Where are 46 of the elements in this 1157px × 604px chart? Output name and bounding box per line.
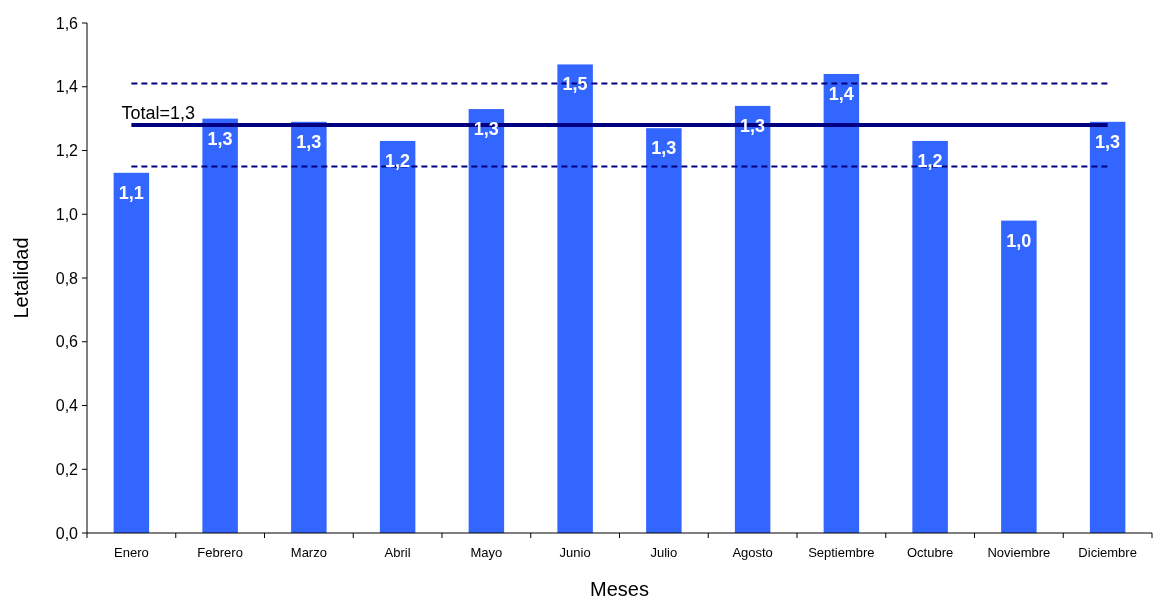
data-label: 1,3	[1095, 131, 1121, 152]
x-tick-label: Agosto	[732, 545, 773, 560]
x-tick-label: Noviembre	[987, 545, 1051, 560]
x-tick-label: Mayo	[470, 545, 503, 560]
data-label: 1,3	[207, 128, 233, 149]
y-tick-label: 1,6	[55, 14, 79, 32]
bar	[291, 121, 327, 533]
x-axis-title: Meses	[590, 578, 649, 600]
ref-line-label: Total=1,3	[121, 103, 195, 123]
y-tick-label: 0,2	[55, 460, 79, 478]
y-tick-label: 0,6	[55, 333, 79, 351]
data-label: 1,0	[1006, 230, 1032, 251]
y-tick-label: 1,0	[55, 205, 79, 223]
data-label: 1,4	[828, 84, 854, 104]
y-tick-label: 0,4	[55, 397, 79, 415]
x-tick-label: Septiembre	[808, 545, 875, 560]
bar	[113, 172, 150, 533]
data-label: 1,3	[296, 131, 322, 152]
bar	[379, 140, 416, 533]
bar	[202, 118, 238, 533]
y-tick-label: 1,4	[55, 78, 79, 96]
data-label: 1,5	[562, 74, 588, 95]
bar	[1089, 121, 1126, 533]
x-tick-label: Octubre	[907, 545, 954, 560]
bar	[823, 74, 860, 533]
x-tick-label: Febrero	[197, 545, 243, 560]
x-tick-label: Marzo	[290, 545, 327, 560]
y-axis-title: Letalidad	[10, 237, 32, 319]
bar	[734, 105, 771, 533]
data-label: 1,3	[651, 138, 677, 159]
x-tick-label: Junio	[559, 545, 591, 560]
data-label: 1,1	[118, 182, 144, 203]
y-tick-label: 0,8	[55, 269, 79, 287]
y-tick-label: 0,0	[55, 524, 79, 542]
bar	[468, 109, 505, 533]
bar	[646, 128, 682, 533]
x-tick-label: Diciembre	[1078, 545, 1137, 560]
bar	[1001, 220, 1037, 533]
x-tick-label: Julio	[650, 545, 678, 560]
data-label: 1,2	[385, 150, 411, 171]
x-tick-label: Abril	[384, 545, 411, 560]
data-label: 1,2	[917, 150, 943, 171]
bar	[912, 140, 948, 533]
x-tick-label: Enero	[114, 545, 149, 560]
bar	[557, 64, 593, 533]
y-tick-label: 1,2	[55, 142, 79, 160]
